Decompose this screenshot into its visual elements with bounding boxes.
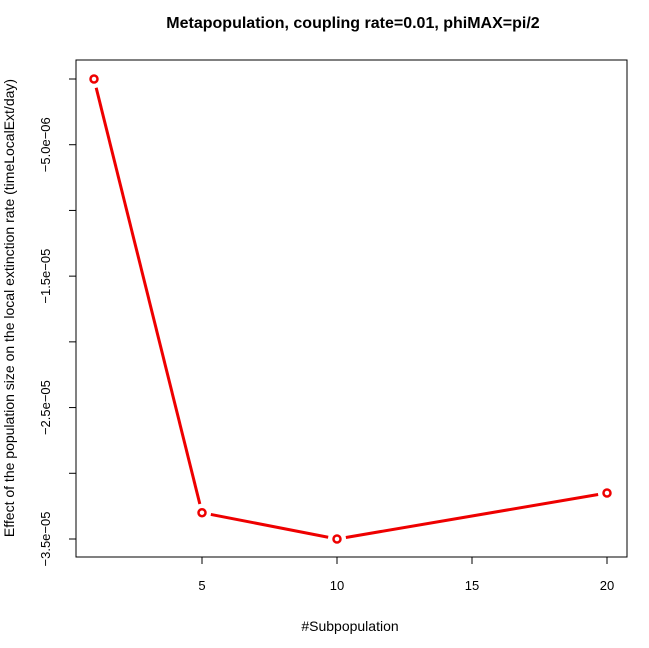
y-tick-label: −3.5e−05 bbox=[38, 512, 53, 567]
series-line-segment bbox=[94, 87, 202, 505]
y-axis: −5.0e−06 −1.5e−05 −2.5e−05 −3.5e−05 bbox=[38, 78, 77, 567]
data-point bbox=[602, 488, 612, 498]
y-tick-label: −1.5e−05 bbox=[38, 249, 53, 304]
x-axis: 5 10 15 20 bbox=[198, 556, 614, 593]
x-tick-label: 10 bbox=[330, 578, 344, 593]
chart-title: Metapopulation, coupling rate=0.01, phiM… bbox=[166, 15, 539, 32]
series-line-segment bbox=[210, 512, 329, 539]
plot-frame bbox=[75, 59, 628, 558]
x-tick-label: 5 bbox=[198, 578, 205, 593]
data-point bbox=[89, 74, 99, 84]
x-axis-label: #Subpopulation bbox=[301, 618, 398, 634]
data-point bbox=[332, 534, 342, 544]
y-tick-label: −5.0e−06 bbox=[38, 117, 53, 172]
x-tick-label: 20 bbox=[600, 578, 614, 593]
series-line-segment bbox=[345, 493, 599, 539]
y-axis-label: Effect of the population size on the loc… bbox=[1, 79, 17, 537]
data-series bbox=[89, 74, 612, 544]
data-point bbox=[197, 507, 207, 518]
y-tick-label: −2.5e−05 bbox=[38, 380, 53, 435]
x-tick-label: 15 bbox=[465, 578, 479, 593]
